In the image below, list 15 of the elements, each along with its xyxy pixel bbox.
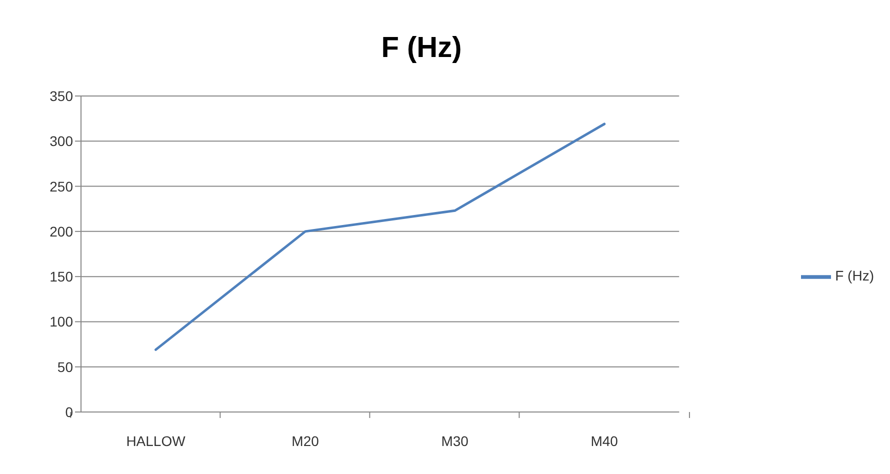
y-tick-label: 50	[57, 358, 74, 375]
y-tick-label: 250	[50, 178, 74, 194]
chart-title: F (Hz)	[380, 31, 463, 66]
y-tick-label: 200	[50, 223, 74, 240]
y-tick-label: 150	[50, 268, 74, 285]
x-tick-label: M30	[441, 432, 469, 449]
y-tick-label: 100	[50, 314, 74, 330]
x-tick-label: M40	[590, 432, 618, 449]
y-tick-label: 0	[65, 404, 74, 420]
y-tick-label: 350	[50, 88, 74, 104]
x-tick-label: M20	[292, 432, 320, 449]
legend-label: F (Hz)	[835, 268, 874, 284]
line-series	[154, 122, 606, 351]
y-tick-label: 300	[50, 133, 74, 150]
x-tick-label: HALLOW	[126, 432, 186, 449]
